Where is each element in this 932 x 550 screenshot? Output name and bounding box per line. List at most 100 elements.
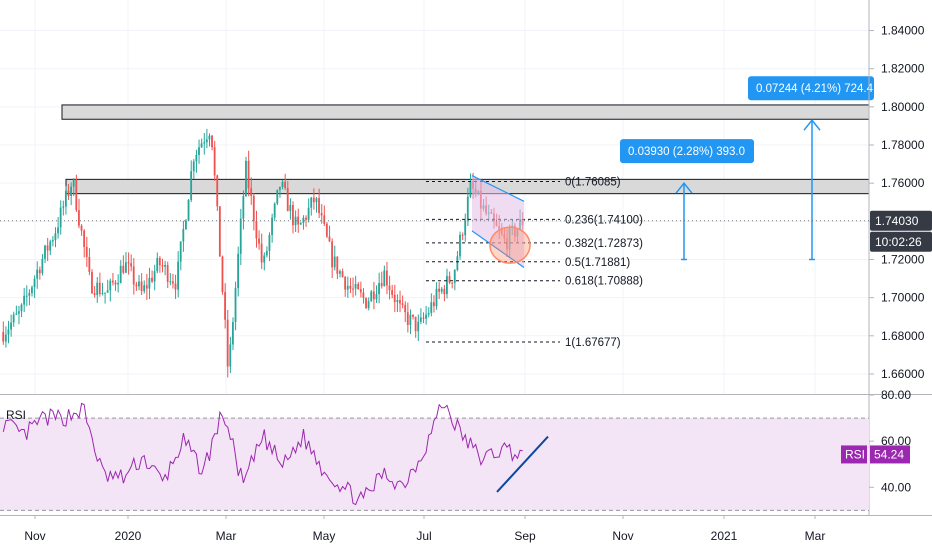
time-tick-label: Mar [805,529,826,543]
candle-body [258,238,260,244]
time-tick-label: Nov [612,529,633,543]
candle-body [2,331,5,342]
candle-body [195,154,198,162]
candle-body [367,301,370,309]
candle-body [15,313,18,315]
candle-body [153,271,156,282]
candle-body [435,288,438,307]
candle-body [451,282,454,284]
candle-body [354,283,357,289]
candle-body [333,256,336,268]
time-axis[interactable]: Nov 2020 Mar May Jul Sep Nov 2021 Mar [0,515,932,543]
highlight-circle[interactable] [489,226,531,264]
price-tick-label: 1.72000 [881,252,925,266]
candle-body [57,227,59,234]
candles [2,128,524,378]
candle-body [93,293,96,296]
countdown-label: 10:02:26 [875,235,922,249]
price-tick-label: 1.70000 [881,291,925,305]
projection-arrowhead [675,181,693,194]
channel-fill[interactable] [472,175,524,268]
price-tick-label: 1.84000 [881,24,925,38]
candle-body [96,282,99,296]
candle-body [130,263,133,267]
price-tick-label: 1.78000 [881,138,925,152]
candle-body [292,205,294,226]
candle-body [391,290,394,295]
candle-body [459,234,461,257]
candle-body [208,135,211,140]
candle-body [432,302,435,307]
candle-body [25,295,28,297]
candle-body [185,220,187,230]
candle-body [378,283,380,295]
drawings[interactable]: 0.03930 (2.28%) 393.0 0.07244 (4.21%) 724… [471,76,874,268]
channel-upper-line[interactable] [471,174,525,202]
candle-body [166,265,169,282]
candle-body [143,285,146,292]
candle-body [156,258,159,272]
candle-body [151,277,153,282]
candle-body [401,303,404,305]
projection-callout-box[interactable] [620,139,754,164]
candle-body [104,292,106,294]
candle-body [64,190,67,207]
last-price-label: 1.74030 [875,214,919,228]
candle-body [7,329,10,335]
candle-body [396,300,399,303]
candle-body [187,199,190,221]
candle-body [461,234,464,236]
candle-body [318,198,320,214]
rsi-trendline[interactable] [496,435,549,493]
candle-body [310,197,313,208]
projection-callout-box[interactable] [748,76,874,101]
candle-body [315,198,318,203]
candle-body [80,225,83,231]
candle-body [114,282,117,285]
candle-body [192,161,195,172]
candle-body [216,175,219,207]
candle-body [44,245,46,259]
resistance-zone-upper[interactable] [61,104,870,120]
candle-body [299,222,302,225]
candle-body [51,240,54,242]
fib-level-label: 0(1.76085) [565,177,621,189]
candle-body [10,322,12,330]
candle-body [171,281,174,284]
candle-body [307,207,310,220]
candle-body [456,256,459,271]
candle-body [362,292,365,298]
candle-body [372,291,375,300]
candle-body [370,291,373,302]
rsi-tick-label: 40.00 [881,480,911,494]
candle-body [135,284,138,287]
time-tick-label: May [313,529,336,543]
candle-body [145,285,148,289]
candle-body [409,314,412,325]
candle-body [109,280,112,291]
candle-body [430,302,433,313]
channel-lower-line[interactable] [471,230,525,268]
candle-body [446,276,448,294]
candle-body [312,197,315,203]
candle-body [297,216,300,225]
candle-body [33,278,36,288]
candle-body [138,281,140,287]
rsi-line [2,402,549,506]
candle-body [414,316,417,332]
candle-body [325,223,328,237]
time-tick-label: Mar [216,529,237,543]
candle-body [213,147,216,176]
zones[interactable] [61,104,870,195]
fibonacci-retracement[interactable]: 0(1.76085)0.236(1.74100)0.382(1.72873)0.… [426,177,643,349]
candle-body [268,234,271,251]
candle-body [221,256,224,293]
candle-body [49,241,52,251]
candle-body [375,294,378,300]
candle-body [255,221,258,239]
rsi-axis[interactable]: 80.00 60.00 40.00 RSI 54.24 [841,388,911,494]
rsi-value-label: 54.24 [874,447,904,461]
price-axis[interactable]: 1.84000 1.82000 1.80000 1.78000 1.76000 1.740… [0,0,932,515]
candle-body [91,272,93,294]
